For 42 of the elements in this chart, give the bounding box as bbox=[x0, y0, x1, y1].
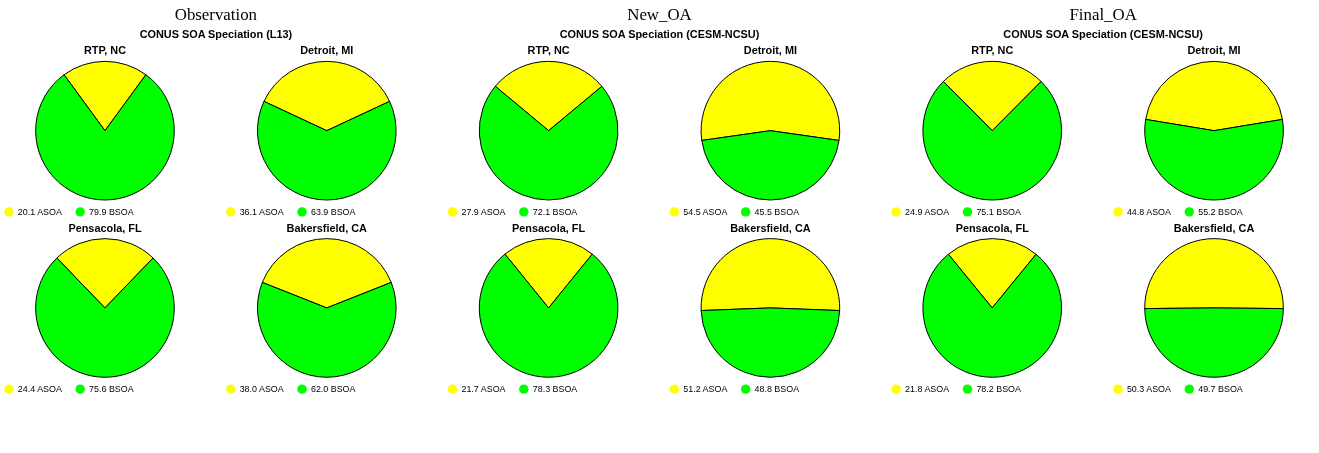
legend-label: 45.5 BSOA bbox=[754, 206, 800, 217]
legend-label: 50.3 ASOA bbox=[1126, 384, 1172, 395]
text: New_OA bbox=[627, 4, 693, 24]
chart-title: Pensacola, FL bbox=[68, 221, 142, 234]
chart-title: Detroit, MI bbox=[743, 44, 797, 57]
chart-title: RTP, NC bbox=[527, 44, 570, 57]
legend-label: 63.9 BSOA bbox=[310, 206, 356, 217]
legend-label: 78.2 BSOA bbox=[976, 384, 1021, 395]
chart-title: Detroit, MI bbox=[1187, 44, 1241, 57]
chart-title: Bakersfield, CA bbox=[1173, 221, 1255, 234]
legend-label: 21.8 ASOA bbox=[905, 384, 950, 395]
text: CONUS SOA Speciation (CESM-NCSU) bbox=[559, 27, 760, 40]
legend-label: 36.1 ASOA bbox=[239, 206, 284, 217]
legend-label: 27.9 ASOA bbox=[461, 206, 506, 217]
text: CONUS SOA Speciation (L13) bbox=[139, 27, 293, 40]
legend-label: 24.4 ASOA bbox=[17, 384, 62, 395]
chart-title: Pensacola, FL bbox=[512, 221, 586, 234]
legend-label: 62.0 BSOA bbox=[310, 384, 356, 395]
chart-title: Bakersfield, CA bbox=[730, 221, 811, 234]
legend-label: 54.5 ASOA bbox=[683, 206, 728, 217]
legend-label: 24.9 ASOA bbox=[905, 206, 950, 217]
legend-label: 75.1 BSOA bbox=[976, 206, 1021, 217]
legend-label: 21.7 ASOA bbox=[461, 384, 506, 395]
legend-label: 49.7 BSOA bbox=[1198, 384, 1243, 395]
legend-label: 78.3 BSOA bbox=[532, 384, 578, 395]
text: Final_OA bbox=[1069, 4, 1138, 24]
legend-label: 51.2 ASOA bbox=[683, 384, 728, 395]
legend-label: 20.1 ASOA bbox=[17, 206, 62, 217]
legend-label: 38.0 ASOA bbox=[239, 384, 284, 395]
legend-label: 44.8 ASOA bbox=[1126, 206, 1172, 217]
chart-title: Detroit, MI bbox=[300, 44, 354, 57]
legend-label: 75.6 BSOA bbox=[89, 384, 134, 395]
chart-title: Bakersfield, CA bbox=[286, 221, 368, 234]
text: CONUS SOA Speciation (CESM-NCSU) bbox=[1003, 27, 1204, 40]
legend-label: 79.9 BSOA bbox=[89, 206, 134, 217]
legend-label: 55.2 BSOA bbox=[1198, 206, 1243, 217]
chart-title: Pensacola, FL bbox=[955, 221, 1030, 234]
chart-title: RTP, NC bbox=[971, 44, 1014, 57]
legend-label: 48.8 BSOA bbox=[754, 384, 800, 395]
text: Observation bbox=[174, 4, 258, 24]
legend-label: 72.1 BSOA bbox=[532, 206, 578, 217]
chart-title: RTP, NC bbox=[83, 44, 127, 57]
